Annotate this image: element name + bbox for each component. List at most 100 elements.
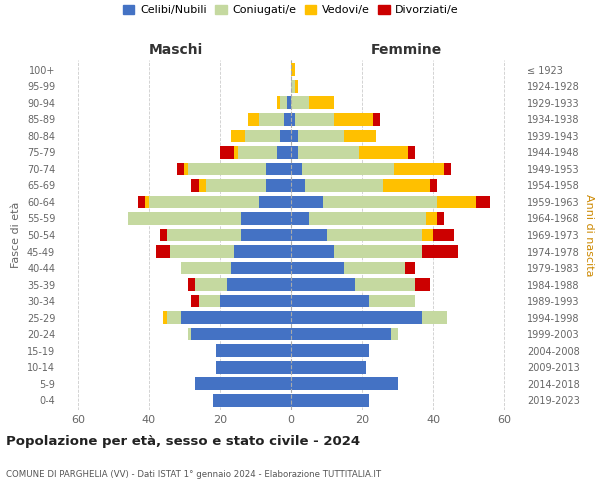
Bar (383, 179, 430, 192)
Bar (284, 113, 291, 126)
Bar (291, 377, 398, 390)
Bar (234, 245, 291, 258)
Bar (199, 294, 220, 308)
Bar (206, 179, 266, 192)
Bar (422, 228, 433, 241)
Bar (241, 212, 291, 225)
Bar (291, 394, 369, 406)
Bar (344, 262, 405, 274)
Bar (298, 146, 359, 159)
Bar (199, 179, 206, 192)
Bar (298, 130, 344, 142)
Bar (309, 212, 426, 225)
Bar (220, 146, 234, 159)
Bar (160, 228, 167, 241)
Bar (344, 130, 376, 142)
Bar (291, 146, 298, 159)
Bar (177, 162, 184, 175)
Bar (323, 196, 437, 208)
Bar (259, 113, 284, 126)
Bar (156, 245, 170, 258)
Bar (230, 262, 291, 274)
Bar (277, 146, 291, 159)
Bar (181, 311, 291, 324)
Bar (415, 278, 430, 291)
Bar (291, 294, 369, 308)
Bar (167, 311, 181, 324)
Bar (245, 130, 280, 142)
Bar (170, 245, 234, 258)
Bar (430, 179, 437, 192)
Bar (334, 245, 422, 258)
Bar (128, 212, 241, 225)
Bar (405, 262, 415, 274)
Bar (227, 278, 291, 291)
Bar (295, 113, 334, 126)
Y-axis label: Fasce di età: Fasce di età (11, 202, 21, 268)
Bar (291, 344, 369, 357)
Bar (476, 196, 490, 208)
Bar (191, 179, 199, 192)
Bar (259, 196, 291, 208)
Bar (369, 294, 415, 308)
Bar (291, 80, 295, 93)
Bar (163, 311, 167, 324)
Bar (291, 113, 295, 126)
Text: COMUNE DI PARGHELIA (VV) - Dati ISTAT 1° gennaio 2024 - Elaborazione TUTTITALIA.: COMUNE DI PARGHELIA (VV) - Dati ISTAT 1°… (6, 470, 381, 479)
Bar (191, 328, 291, 340)
Bar (188, 162, 266, 175)
Bar (167, 228, 241, 241)
Bar (191, 294, 199, 308)
Bar (309, 96, 334, 110)
Bar (241, 228, 291, 241)
Bar (326, 228, 422, 241)
Bar (291, 212, 309, 225)
Text: Maschi: Maschi (148, 42, 203, 56)
Bar (280, 96, 287, 110)
Bar (302, 162, 394, 175)
Bar (277, 96, 280, 110)
Bar (291, 278, 355, 291)
Bar (291, 64, 295, 76)
Bar (373, 113, 380, 126)
Bar (238, 146, 277, 159)
Bar (291, 228, 326, 241)
Bar (305, 179, 383, 192)
Bar (213, 394, 291, 406)
Bar (359, 146, 408, 159)
Bar (295, 80, 298, 93)
Bar (422, 245, 458, 258)
Bar (291, 179, 305, 192)
Bar (291, 130, 298, 142)
Bar (234, 146, 238, 159)
Bar (426, 212, 437, 225)
Bar (220, 294, 291, 308)
Bar (291, 360, 365, 374)
Bar (291, 328, 391, 340)
Bar (287, 96, 291, 110)
Bar (266, 179, 291, 192)
Text: Femmine: Femmine (371, 42, 442, 56)
Bar (444, 162, 451, 175)
Bar (248, 113, 259, 126)
Bar (195, 278, 227, 291)
Bar (437, 196, 476, 208)
Bar (291, 162, 302, 175)
Bar (181, 262, 230, 274)
Bar (195, 377, 291, 390)
Bar (230, 130, 245, 142)
Bar (266, 162, 291, 175)
Bar (280, 130, 291, 142)
Legend: Celibi/Nubili, Coniugati/e, Vedovi/e, Divorziati/e: Celibi/Nubili, Coniugati/e, Vedovi/e, Di… (119, 0, 463, 20)
Bar (188, 278, 195, 291)
Bar (391, 328, 398, 340)
Bar (291, 96, 309, 110)
Bar (217, 344, 291, 357)
Bar (422, 311, 448, 324)
Bar (291, 196, 323, 208)
Bar (184, 162, 188, 175)
Bar (355, 278, 415, 291)
Bar (145, 196, 149, 208)
Bar (291, 245, 334, 258)
Bar (334, 113, 373, 126)
